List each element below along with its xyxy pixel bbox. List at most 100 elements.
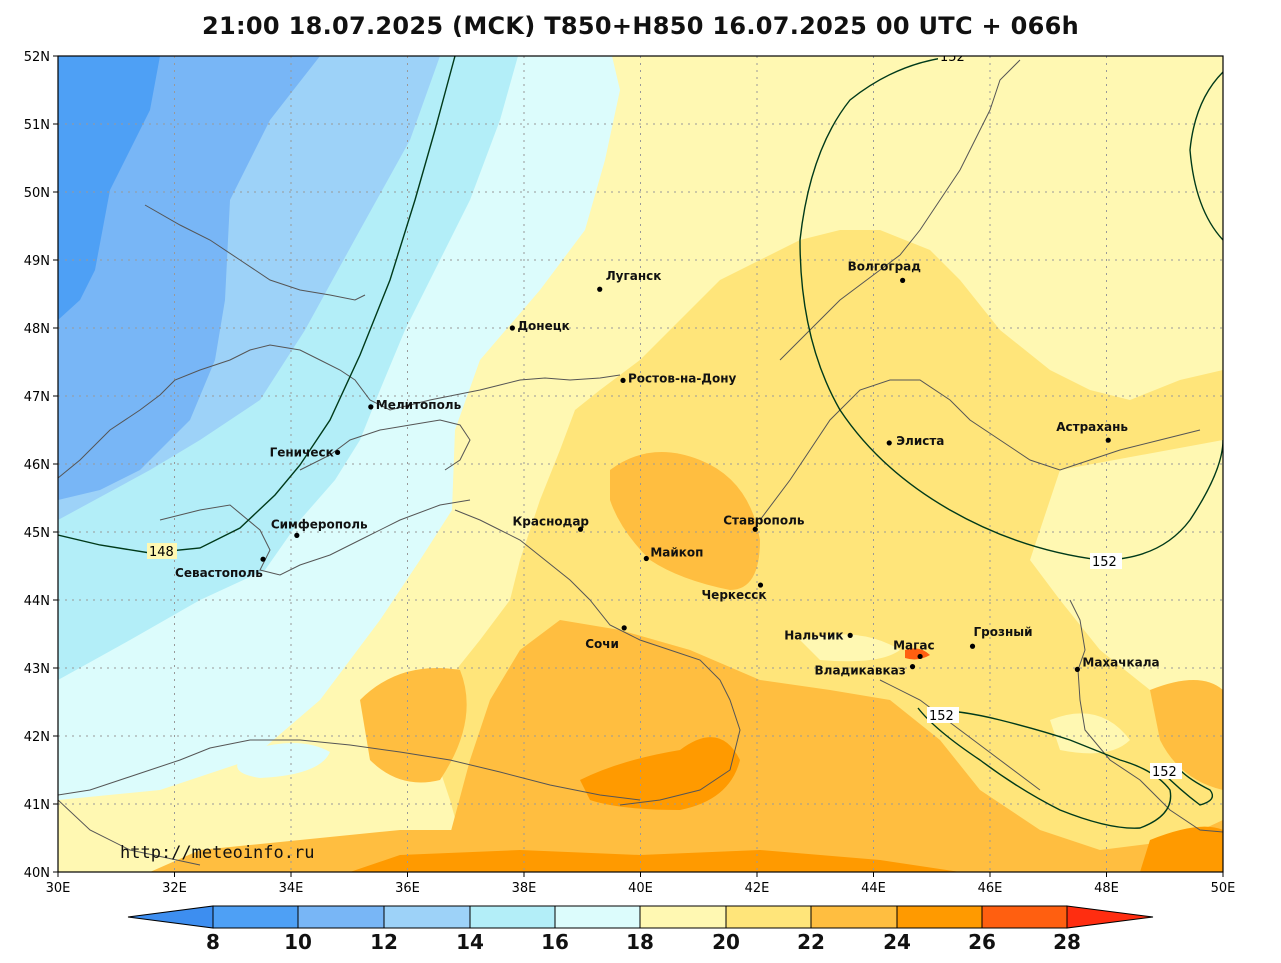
longitude-axis: 30E 32E 34E 36E 38E 40E 42E 44E 46E 48E 50E — [46, 872, 1236, 896]
city-marker: Симферополь — [271, 517, 368, 539]
city-marker: Элиста — [886, 434, 944, 448]
city-label: Севастополь — [175, 566, 263, 580]
city-dot — [597, 286, 603, 292]
lat-tick-label: 43N — [24, 662, 50, 677]
colorbar-segment — [639, 905, 727, 929]
lon-tick-label: 30E — [46, 881, 71, 896]
colorbar-tick-label: 22 — [797, 930, 825, 954]
colorbar-tick-label: 18 — [626, 930, 654, 954]
city-dot — [1074, 666, 1080, 672]
lon-tick-label: 42E — [745, 881, 770, 896]
lat-tick-label: 41N — [24, 798, 50, 813]
lat-tick-label: 51N — [24, 118, 50, 133]
lat-tick-label: 52N — [24, 50, 50, 65]
city-dot — [509, 325, 515, 331]
city-dot — [917, 653, 923, 660]
colorbar-tick-label: 24 — [883, 930, 911, 954]
colorbar-max-arrow — [1066, 905, 1154, 929]
city-dot — [886, 440, 892, 446]
colorbar-min-arrow — [127, 905, 214, 929]
city-dot — [1105, 437, 1111, 443]
city-dot — [969, 643, 976, 649]
colorbar-tick-label: 16 — [541, 930, 569, 954]
city-marker: Нальчик — [784, 628, 853, 642]
city-marker: Астрахань — [1056, 420, 1128, 443]
city-marker: Сочи — [585, 625, 627, 651]
colorbar-segment — [725, 905, 812, 929]
contour-label-148: 148 — [149, 545, 174, 560]
city-marker: Ростов-на-Дону — [620, 371, 737, 385]
city-marker: Ставрополь — [723, 513, 805, 532]
lon-tick-label: 40E — [628, 881, 653, 896]
city-dot — [909, 664, 916, 670]
city-dot — [368, 404, 374, 410]
lat-tick-label: 40N — [24, 866, 50, 881]
city-label: Донецк — [517, 319, 569, 333]
city-dot — [643, 555, 649, 562]
colorbar-segment — [981, 905, 1068, 929]
source-url: http://meteoinfo.ru — [120, 843, 314, 863]
city-marker: Волгоград — [848, 259, 922, 283]
band-10-12 — [58, 56, 320, 500]
lat-tick-label: 46N — [24, 458, 50, 473]
colorbar-tick-label: 14 — [456, 930, 484, 954]
lon-tick-label: 36E — [395, 881, 420, 896]
city-marker: Луганск — [597, 269, 661, 292]
colorbar-tick-label: 26 — [968, 930, 996, 954]
lat-tick-label: 42N — [24, 730, 50, 745]
city-dot — [294, 532, 300, 539]
colorbar-tick-label: 12 — [370, 930, 398, 954]
city-marker: Грозный — [969, 625, 1033, 649]
colorbar-segment — [297, 905, 385, 929]
city-label: Сочи — [585, 637, 619, 651]
colorbar: 8 10 12 14 16 18 20 22 24 26 28 — [127, 905, 1154, 954]
city-label: Грозный — [974, 625, 1033, 639]
band-8-10 — [58, 56, 160, 320]
band-26-28 — [580, 737, 740, 810]
city-dot — [847, 632, 853, 638]
city-marker: Краснодар — [513, 514, 590, 532]
city-dot — [621, 625, 627, 631]
city-label: Элиста — [896, 434, 944, 448]
graticule — [58, 56, 1223, 872]
city-label: Махачкала — [1082, 655, 1159, 669]
colorbar-segment — [469, 905, 556, 929]
city-marker: Черкесск — [701, 582, 767, 602]
city-dot — [900, 277, 906, 283]
city-label: Владикавказ — [815, 664, 906, 678]
lon-tick-label: 48E — [1094, 881, 1119, 896]
lat-tick-label: 45N — [24, 526, 50, 541]
colorbar-tick-label: 10 — [284, 930, 312, 954]
map-title: 21:00 18.07.2025 (MCK) T850+H850 16.07.2… — [202, 12, 1079, 40]
city-label: Ставрополь — [723, 513, 805, 527]
city-dot — [620, 377, 626, 383]
city-dot — [752, 526, 758, 532]
lon-tick-label: 38E — [512, 881, 537, 896]
lat-tick-label: 44N — [24, 594, 50, 609]
city-label: Черкесск — [701, 588, 766, 602]
temperature-field: 148 152 152 152 152 Луганск Донецк Волгогр… — [58, 56, 1223, 872]
lat-tick-label: 49N — [24, 254, 50, 269]
city-label: Волгоград — [848, 259, 922, 273]
city-marker: Севастополь — [175, 556, 266, 580]
city-label: Краснодар — [513, 514, 590, 528]
city-layer: Луганск Донецк Волгоград Ростов-на-Дону Мели… — [175, 259, 1160, 677]
city-label: Нальчик — [784, 628, 843, 642]
city-label: Майкоп — [650, 546, 703, 560]
lon-tick-label: 50E — [1211, 881, 1236, 896]
city-label: Астрахань — [1056, 420, 1128, 434]
contour-label-group: 148 152 152 152 152 — [147, 56, 1182, 780]
city-label: Симферополь — [271, 517, 368, 531]
band-24-26 — [610, 452, 760, 590]
city-dot — [260, 556, 266, 562]
city-marker: Майкоп — [643, 546, 703, 562]
city-label: Ростов-на-Дону — [628, 371, 737, 385]
latitude-axis: 52N 51N 50N 49N 48N 47N 46N 45N 44N 43N 42N 41N 40N — [24, 50, 58, 881]
colorbar-segment — [554, 905, 641, 929]
city-marker: Магас — [893, 638, 935, 660]
city-marker: Махачкала — [1074, 655, 1160, 672]
contour-label-152-caucasus: 152 — [929, 709, 954, 724]
city-label: Луганск — [606, 269, 662, 283]
city-marker: Владикавказ — [815, 664, 916, 678]
lon-tick-label: 32E — [162, 881, 187, 896]
